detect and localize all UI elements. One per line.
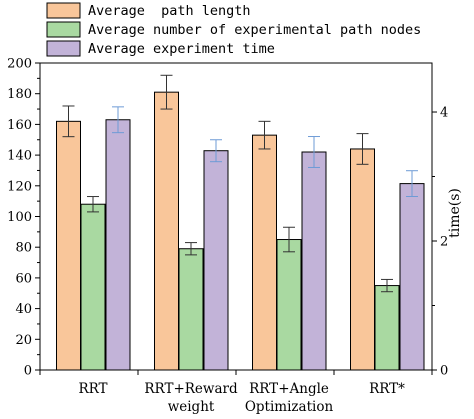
- category-label: RRT: [78, 381, 107, 397]
- bar-3-4: [399, 183, 425, 371]
- bar-3-2: [203, 150, 229, 371]
- left-axis-tick-label: 100: [7, 210, 32, 225]
- category-label: RRT+Angle: [249, 381, 329, 397]
- error-bar-2-2: [185, 242, 197, 256]
- left-axis-tick-label: 20: [15, 333, 32, 348]
- error-bar-1-3: [258, 120, 271, 150]
- left-axis-tick-label: 160: [7, 118, 32, 133]
- bars: [56, 74, 425, 371]
- category-label: Optimization: [245, 399, 334, 415]
- error-bar-2-4: [381, 278, 393, 293]
- right-axis-tick-label: 0: [440, 364, 448, 379]
- legend-swatch-3: [46, 40, 81, 57]
- legend-swatch-2: [46, 21, 81, 38]
- category-label: weight: [168, 399, 215, 415]
- legend-label-1: Average path length: [88, 3, 251, 19]
- error-bar-3-3: [308, 136, 320, 168]
- left-axis-tick-label: 140: [7, 149, 32, 164]
- axes: RRT RRT+Reward weight RRT+Angle Optimization…: [7, 57, 448, 416]
- bar-1-1: [56, 120, 81, 371]
- bar-3-1: [105, 119, 131, 371]
- legend: Average path length Average number of exp…: [46, 2, 421, 57]
- right-axis-tick-label: 4: [440, 106, 448, 121]
- legend-label-3: Average experiment time: [88, 41, 275, 57]
- error-bar-3-2: [210, 139, 222, 163]
- bar-2-2: [178, 248, 204, 371]
- error-bar-1-4: [356, 133, 369, 165]
- bar-1-3: [252, 134, 277, 371]
- legend-swatch-1: [46, 2, 81, 19]
- left-axis-tick-label: 180: [7, 87, 32, 102]
- right-axis-tick-label: 2: [440, 235, 448, 250]
- bar-1-2: [154, 91, 179, 371]
- error-bar-3-1: [112, 106, 124, 134]
- error-bar-3-4: [406, 170, 418, 198]
- category-label: RRT*: [369, 381, 405, 397]
- bar-1-4: [350, 148, 375, 371]
- left-axis-tick-label: 120: [7, 179, 32, 194]
- bar-2-3: [276, 239, 302, 371]
- bar-2-4: [374, 285, 400, 371]
- error-bar-2-1: [87, 196, 99, 213]
- left-axis-tick-label: 60: [15, 271, 32, 286]
- bar-3-3: [301, 151, 327, 371]
- error-bar-2-3: [283, 226, 295, 253]
- bar-2-1: [80, 203, 106, 371]
- left-axis-tick-label: 80: [15, 241, 32, 256]
- error-bar-1-2: [160, 74, 173, 110]
- legend-label-2: Average number of experimental path node…: [88, 22, 421, 38]
- left-axis-tick-label: 200: [7, 57, 32, 72]
- category-label: RRT+Reward: [144, 381, 238, 397]
- right-axis-title: time(s): [447, 188, 463, 238]
- error-bar-1-1: [62, 105, 75, 138]
- left-axis-tick-label: 0: [24, 364, 32, 379]
- left-axis-tick-label: 40: [15, 302, 32, 317]
